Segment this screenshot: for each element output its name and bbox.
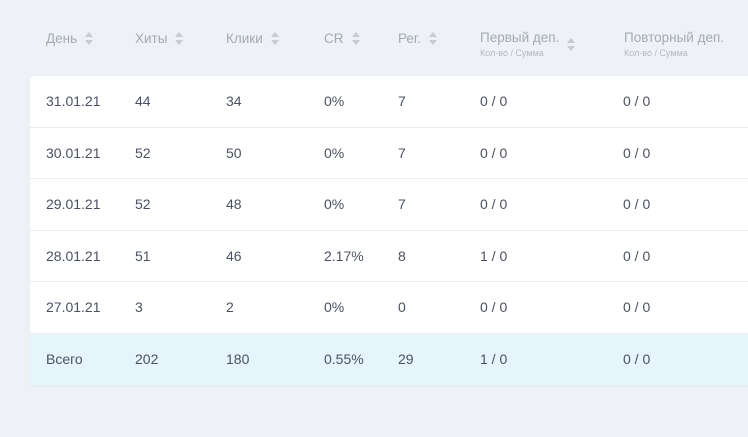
column-header-subtitle: Кол-во / Сумма — [624, 48, 688, 58]
cell-cr: 2.17% — [324, 247, 364, 264]
column-header-hits[interactable]: Хиты — [135, 30, 184, 46]
column-header-cr[interactable]: CR — [324, 30, 360, 46]
column-header-label: День — [46, 30, 78, 46]
cell-hits: 51 — [135, 247, 151, 264]
cell-reg: 0 — [398, 299, 406, 316]
column-header-subtitle: Кол-во / Сумма — [480, 48, 544, 58]
cell-repeat-deposit: 0 / 0 — [623, 93, 651, 110]
cell-repeat-deposit: 0 / 0 — [623, 196, 651, 213]
column-header-label: Рег. — [398, 30, 421, 46]
cell-clicks: 34 — [226, 93, 242, 110]
cell-day: 27.01.21 — [46, 299, 101, 316]
column-header-title: Первый деп. — [480, 30, 560, 45]
table-row: 31.01.21 44 34 0% 7 0 / 0 0 / 0 — [30, 76, 748, 128]
cell-total-label: Всего — [46, 351, 83, 368]
cell-first-deposit: 0 / 0 — [480, 144, 508, 161]
table-row: 29.01.21 52 48 0% 7 0 / 0 0 / 0 — [30, 179, 748, 231]
cell-day: 31.01.21 — [46, 93, 101, 110]
cell-reg: 7 — [398, 144, 406, 161]
cell-hits: 52 — [135, 196, 151, 213]
column-header-day[interactable]: День — [46, 30, 94, 46]
cell-clicks: 2 — [226, 299, 234, 316]
cell-cr: 0% — [324, 144, 345, 161]
column-header-clicks[interactable]: Клики — [226, 30, 279, 46]
cell-clicks: 46 — [226, 247, 242, 264]
sort-icon[interactable] — [567, 37, 576, 51]
total-row: Всего 202 180 0.55% 29 1 / 0 0 / 0 — [30, 333, 748, 385]
table-row: 30.01.21 52 50 0% 7 0 / 0 0 / 0 — [30, 128, 748, 179]
cell-reg: 8 — [398, 247, 406, 264]
cell-first-deposit: 0 / 0 — [480, 93, 508, 110]
column-header-label: Клики — [226, 30, 263, 46]
cell-cr: 0.55% — [324, 351, 364, 368]
sort-icon[interactable] — [175, 31, 184, 45]
column-header-label: Первый деп. Кол-во / Сумма — [480, 30, 559, 58]
cell-repeat-deposit: 0 / 0 — [623, 299, 651, 316]
cell-reg: 7 — [398, 93, 406, 110]
column-header-reg[interactable]: Рег. — [398, 30, 437, 46]
sort-icon[interactable] — [351, 31, 360, 45]
sort-icon[interactable] — [270, 31, 279, 45]
column-header-title: Повторный деп. — [624, 30, 725, 45]
cell-cr: 0% — [324, 93, 345, 110]
cell-repeat-deposit: 0 / 0 — [623, 144, 651, 161]
cell-day: 29.01.21 — [46, 196, 101, 213]
column-header-label: Повторный деп. Кол-во / Сумма — [624, 30, 724, 58]
column-header-label: CR — [324, 30, 344, 46]
cell-repeat-deposit: 0 / 0 — [623, 247, 651, 264]
cell-first-deposit: 0 / 0 — [480, 299, 508, 316]
sort-icon[interactable] — [85, 31, 94, 45]
cell-cr: 0% — [324, 196, 345, 213]
column-header-first-deposit[interactable]: Первый деп. Кол-во / Сумма — [480, 30, 576, 58]
table-header: День Хиты Клики CR Рег. Первый деп. Кол-… — [30, 0, 748, 76]
cell-clicks: 48 — [226, 196, 242, 213]
cell-hits: 202 — [135, 351, 159, 368]
column-header-label: Хиты — [135, 30, 168, 46]
cell-reg: 7 — [398, 196, 406, 213]
table-row: 28.01.21 51 46 2.17% 8 1 / 0 0 / 0 — [30, 231, 748, 282]
cell-day: 28.01.21 — [46, 247, 101, 264]
cell-repeat-deposit: 0 / 0 — [623, 351, 651, 368]
cell-day: 30.01.21 — [46, 144, 101, 161]
cell-first-deposit: 1 / 0 — [480, 247, 508, 264]
stats-table: День Хиты Клики CR Рег. Первый деп. Кол-… — [30, 0, 748, 385]
cell-first-deposit: 0 / 0 — [480, 196, 508, 213]
column-header-repeat-deposit[interactable]: Повторный деп. Кол-во / Сумма — [624, 30, 724, 58]
cell-hits: 52 — [135, 144, 151, 161]
table-body: 31.01.21 44 34 0% 7 0 / 0 0 / 0 30.01.21… — [30, 76, 748, 385]
cell-hits: 3 — [135, 299, 143, 316]
cell-first-deposit: 1 / 0 — [480, 351, 508, 368]
cell-cr: 0% — [324, 299, 345, 316]
cell-clicks: 180 — [226, 351, 250, 368]
cell-clicks: 50 — [226, 144, 242, 161]
table-row: 27.01.21 3 2 0% 0 0 / 0 0 / 0 — [30, 282, 748, 334]
sort-icon[interactable] — [428, 31, 437, 45]
cell-hits: 44 — [135, 93, 151, 110]
cell-reg: 29 — [398, 351, 414, 368]
